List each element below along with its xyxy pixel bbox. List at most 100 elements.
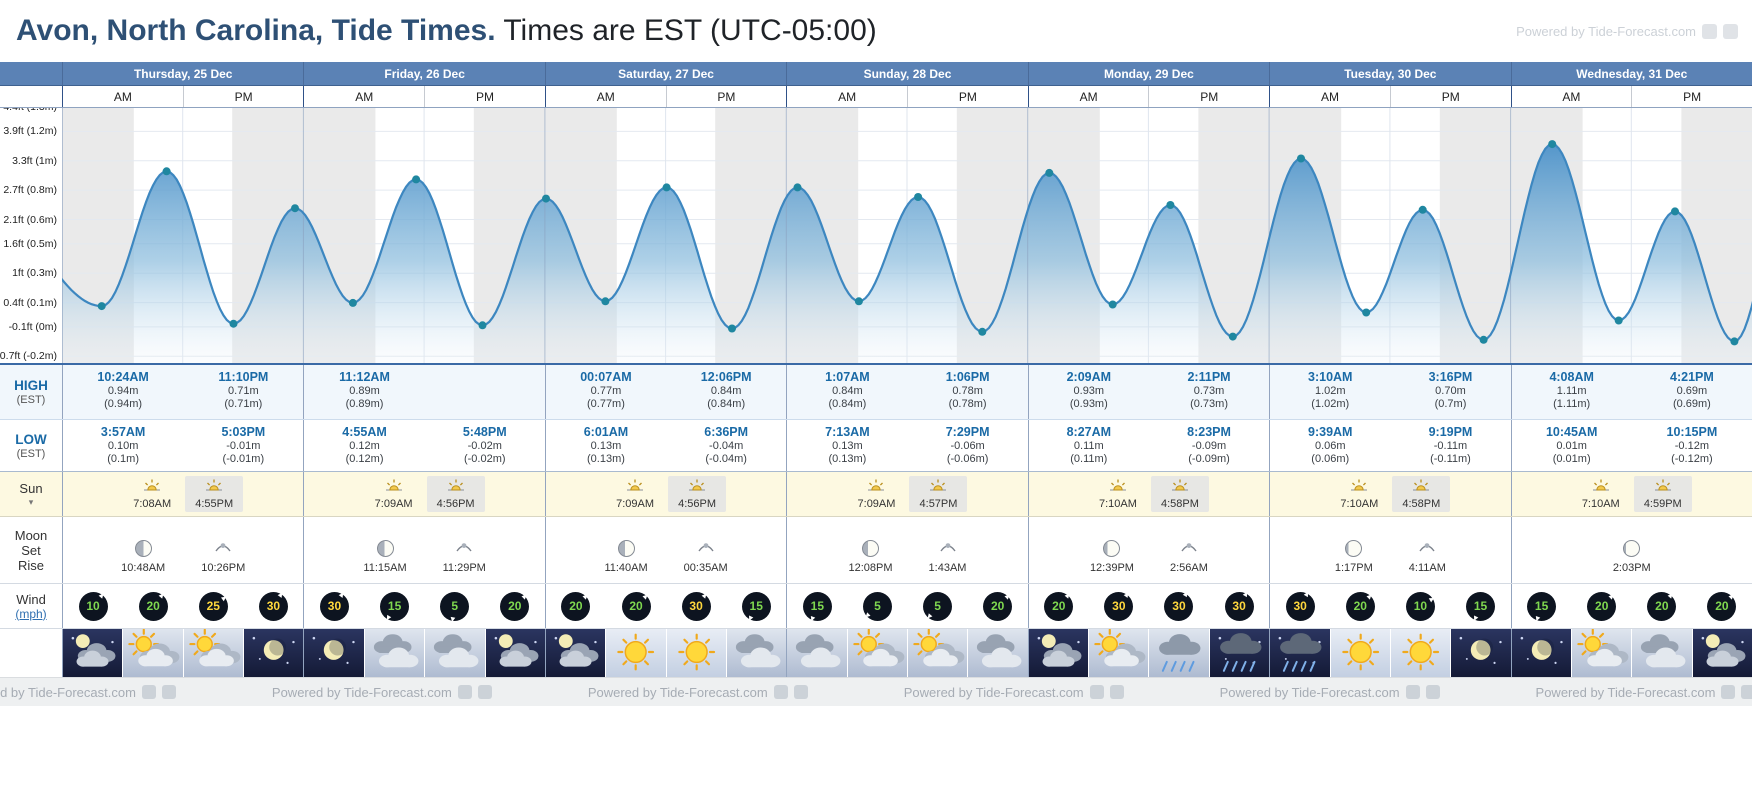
sunrise-time: 7:09AM — [616, 498, 655, 510]
footer-app-icon-2[interactable] — [477, 685, 492, 699]
page-header: Avon, North Carolina, Tide Times. Times … — [0, 0, 1752, 62]
wind-badge: 20 ▲ — [621, 590, 652, 621]
wind-unit-link[interactable]: (mph) — [15, 606, 47, 621]
sunrise-time: 7:10AM — [1581, 498, 1620, 510]
low-tide-pm: 5:48PM -0.02m (-0.02m) — [463, 425, 507, 466]
day-column: 10:48AM 10:26PM — [62, 517, 303, 583]
weather-sun-cloud-icon — [1571, 629, 1632, 677]
moon-phase-icon — [1345, 540, 1363, 557]
tide-time: 4:21PM — [1670, 370, 1714, 384]
weather-cloud-moon-icon — [63, 629, 123, 677]
weather-sun-cloud-icon — [1089, 629, 1149, 677]
footer-app-icon-1[interactable] — [1089, 685, 1104, 699]
day-header-label: Friday, 26 Dec — [384, 66, 465, 81]
moonrise-time: 2:03PM — [1612, 562, 1651, 574]
footer-powered-by[interactable]: Powered by Tide-Forecast.com — [588, 685, 808, 700]
footer-powered-by[interactable]: Powered by Tide-Forecast.com — [1536, 685, 1752, 700]
tide-time: 11:10PM — [218, 370, 269, 384]
footer-app-icon-1[interactable] — [141, 685, 156, 699]
sun-row-label[interactable]: Sun ▾ — [0, 472, 62, 516]
tide-height-m: 0.84m — [832, 385, 863, 397]
tide-height-m: 0.77m — [590, 385, 622, 397]
sunrise-icon — [1108, 478, 1128, 497]
tide-time: 4:08AM — [1549, 370, 1594, 384]
wind-speed: 5 — [934, 599, 941, 613]
weather-sun-cloud-icon — [847, 629, 907, 677]
footer-app-icon-1[interactable] — [1405, 685, 1420, 699]
powered-by-header[interactable]: Powered by Tide-Forecast.com — [1516, 23, 1738, 39]
wind-speed: 15 — [1473, 599, 1488, 613]
moonset: 1:43AM — [929, 539, 966, 574]
y-axis-label: 3.9ft (1.2m) — [3, 125, 57, 138]
weather-cloud-moon-icon — [485, 629, 545, 677]
tide-height-m-alt: (0.84m) — [707, 398, 746, 410]
moonrise: 10:48AM — [121, 540, 165, 574]
tide-height-m: 0.70m — [1435, 385, 1466, 397]
wind-badge: 30 ▲ — [1164, 588, 1194, 621]
footer-powered-text[interactable]: Powered by Tide-Forecast.com — [0, 684, 136, 700]
wind-direction-arrow-icon: ▲ — [381, 612, 394, 625]
footer-powered-by[interactable]: Powered by Tide-Forecast.com — [272, 685, 492, 700]
weather-cloud-icon — [1632, 629, 1692, 677]
weather-moon-icon — [244, 629, 304, 677]
wind-speed: 20 — [1052, 599, 1066, 613]
day-column: 7:09AM 4:56PM — [303, 472, 544, 516]
header-app-icon-1[interactable] — [1702, 23, 1717, 39]
sunrise: 7:09AM — [365, 476, 423, 512]
footer-powered-by[interactable]: Powered by Tide-Forecast.com — [1220, 685, 1440, 700]
footer-app-icon-2[interactable] — [793, 685, 808, 699]
pm-label: PM — [1631, 86, 1752, 107]
moon-row-label: Moon Set Rise — [0, 517, 62, 583]
footer-app-icon-2[interactable] — [1425, 685, 1440, 699]
powered-by-header-text[interactable]: Powered by Tide-Forecast.com — [1516, 23, 1696, 39]
tide-time: 4:55AM — [342, 425, 387, 439]
day-column: 3:57AM 0.10m (0.1m) 5:03PM -0.01m (-0.01… — [62, 420, 303, 471]
weather-sun-icon — [1390, 629, 1451, 677]
footer-app-icon-1[interactable] — [1721, 685, 1736, 699]
moon-phase-icon — [376, 540, 394, 557]
tide-height-m: -0.04m — [709, 440, 744, 452]
tide-height-m-alt: (1.02m) — [1311, 398, 1350, 410]
low-tide-am: 6:01AM 0.13m (0.13m) — [584, 425, 628, 466]
footer-app-icon-1[interactable] — [457, 685, 472, 699]
sunrise-time: 7:10AM — [1098, 498, 1137, 510]
high-tide-pm: 4:21PM 0.69m (0.69m) — [1670, 370, 1714, 411]
tide-height-m-alt: (-0.11m) — [1430, 453, 1471, 465]
tide-height-m-alt: (0.1m) — [107, 453, 139, 465]
moonset: 00:35AM — [684, 539, 728, 574]
footer-powered-by[interactable]: Powered by Tide-Forecast.com — [0, 685, 176, 700]
moonset-time: 11:29PM — [442, 562, 486, 574]
moonset: 11:29PM — [443, 539, 486, 574]
footer-powered-text[interactable]: Powered by Tide-Forecast.com — [271, 684, 452, 700]
header-app-icon-2[interactable] — [1723, 23, 1738, 39]
footer-app-icon-2[interactable] — [1109, 685, 1124, 699]
wind-direction-arrow-icon: ▲ — [1531, 613, 1543, 625]
day-header-corner — [0, 62, 62, 85]
footer-powered-text[interactable]: Powered by Tide-Forecast.com — [587, 684, 768, 700]
am-label: AM — [1079, 89, 1098, 104]
wind-speed: 20 — [569, 599, 583, 613]
sun-row-caret-icon[interactable]: ▾ — [28, 496, 34, 507]
day-header: Wednesday, 31 Dec — [1510, 62, 1752, 85]
low-tide-pm: 7:29PM -0.06m (-0.06m) — [946, 425, 990, 466]
footer-powered-by[interactable]: Powered by Tide-Forecast.com — [904, 685, 1124, 700]
day-header-label: Saturday, 27 Dec — [618, 66, 714, 81]
footer-app-icon-1[interactable] — [773, 685, 788, 699]
sunset: 4:56PM — [668, 476, 727, 512]
footer-app-icon-2[interactable] — [1741, 685, 1752, 699]
moonrise: 12:39PM — [1090, 540, 1134, 574]
footer-app-icon-2[interactable] — [161, 685, 176, 699]
tide-time: 12:06PM — [700, 370, 752, 384]
tide-height-m: -0.06m — [950, 440, 985, 452]
tide-time: 8:27AM — [1066, 425, 1112, 439]
footer-powered-text[interactable]: Powered by Tide-Forecast.com — [1535, 684, 1716, 700]
footer-powered-text[interactable]: Powered by Tide-Forecast.com — [903, 684, 1084, 700]
wind-speed: 30 — [1112, 599, 1126, 613]
wind-badge: 10 ▲ — [78, 589, 108, 621]
sunrise-icon — [625, 478, 645, 497]
weather-rain-night-icon — [1209, 629, 1270, 677]
high-tide-am: 4:08AM 1.11m (1.11m) — [1549, 370, 1593, 411]
footer-powered-text[interactable]: Powered by Tide-Forecast.com — [1219, 684, 1400, 700]
high-row-label: HIGH (EST) — [0, 365, 62, 419]
